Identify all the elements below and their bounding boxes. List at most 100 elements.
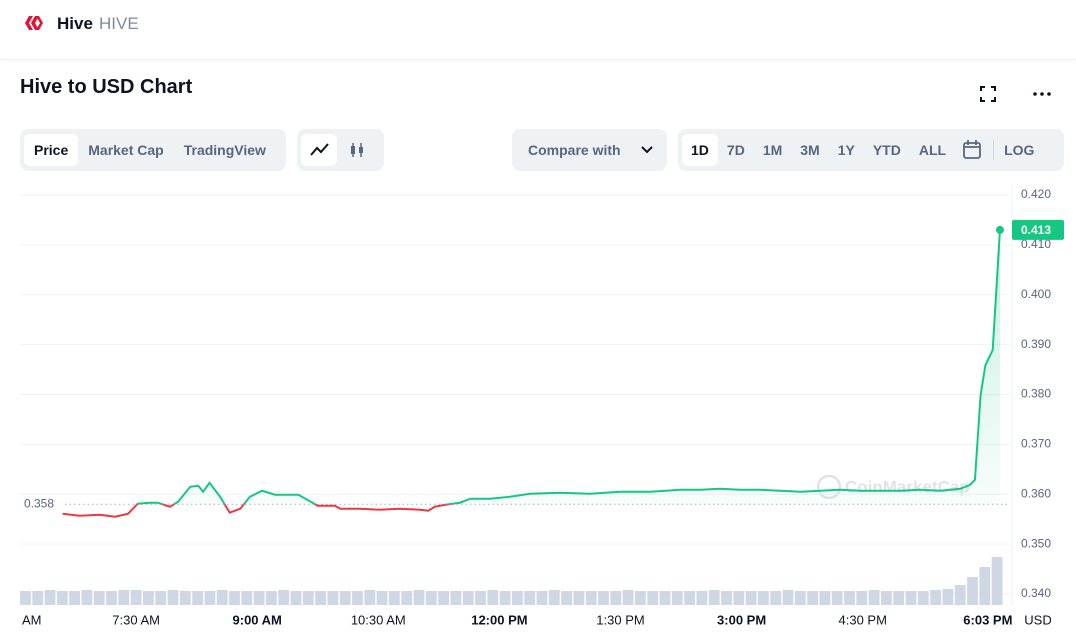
x-tick-label: 3:00 PM: [717, 612, 766, 627]
volume-bar: [290, 591, 302, 605]
volume-bar: [930, 590, 941, 605]
x-tick-label: 4:30 PM: [839, 612, 887, 627]
volume-bar: [106, 591, 117, 605]
volume-bar: [450, 591, 462, 605]
volume-bar: [708, 590, 720, 605]
view-tab[interactable]: Price: [24, 134, 79, 166]
y-tick-label: 0.420: [1021, 187, 1051, 201]
compare-label: Compare with: [528, 142, 621, 158]
volume-bar: [696, 591, 708, 605]
volume-bar: [266, 591, 277, 605]
x-tick-label: 10:30 AM: [351, 612, 406, 627]
volume-bar: [339, 591, 351, 605]
volume-bar: [881, 591, 892, 605]
volume-bar: [893, 591, 905, 605]
volume-bar: [610, 591, 622, 605]
volume-bar: [745, 591, 757, 605]
volume-bar: [635, 591, 646, 605]
range-tab[interactable]: 1D: [682, 134, 718, 166]
volume-bar: [807, 591, 818, 605]
volume-bar: [130, 590, 142, 605]
y-tick-label: 0.390: [1021, 337, 1051, 351]
x-tick-label: 7:30 AM: [112, 612, 160, 627]
volume-bar: [81, 590, 93, 605]
volume-bar: [302, 591, 314, 605]
volume-bar: [954, 585, 966, 605]
range-tab[interactable]: 7D: [726, 142, 745, 158]
volume-bar: [389, 591, 400, 605]
price-line-up: [135, 229, 1001, 505]
candle-style-button[interactable]: [337, 134, 377, 166]
reference-label-bg: [20, 495, 62, 512]
y-tick-label: 0.350: [1021, 536, 1051, 550]
compare-dropdown[interactable]: Compare with: [512, 129, 667, 171]
volume-bar: [376, 591, 388, 605]
range-tab[interactable]: ALL: [918, 142, 947, 158]
price-tag: [1012, 219, 1064, 240]
coin-symbol: HIVE: [99, 14, 139, 33]
x-tick-label: 9:00 AM: [233, 612, 282, 627]
chevron: [641, 146, 653, 154]
y-tick-label: 0.410: [1021, 237, 1051, 251]
volume-bar: [118, 590, 130, 605]
view-tabs: Price Market Cap TradingView: [20, 129, 286, 171]
volume-bar: [401, 591, 413, 605]
volume-bar: [179, 591, 191, 605]
view-tab[interactable]: TradingView: [183, 142, 266, 158]
logo: [25, 16, 43, 30]
volume-bar: [56, 591, 68, 605]
reference-label: 0.358: [24, 496, 54, 510]
volume-bar: [155, 591, 167, 605]
volume-bar: [917, 591, 929, 605]
x-tick-label: 12:00 PM: [471, 612, 527, 627]
volume-bar: [487, 590, 499, 605]
volume-bar: [512, 591, 523, 605]
range-tab[interactable]: 1Y: [837, 142, 855, 158]
volume-bar: [438, 591, 449, 605]
line-style-button[interactable]: [301, 134, 337, 166]
volume-bar: [352, 591, 363, 605]
calendar-button[interactable]: [955, 134, 989, 166]
view-tab[interactable]: Market Cap: [88, 142, 164, 158]
volume-bar: [794, 591, 806, 605]
more-button[interactable]: [1032, 88, 1052, 100]
volume-bar: [573, 591, 585, 605]
volume-bar: [856, 591, 868, 605]
volume-bar: [204, 591, 216, 605]
volume-bar: [241, 591, 253, 605]
volume-bar: [942, 589, 954, 605]
volume-bar: [819, 591, 831, 605]
volume-bar: [585, 591, 597, 605]
volume-bar: [844, 591, 855, 605]
volume-bar: [905, 591, 917, 605]
volume-bar: [167, 590, 179, 605]
volume-bar: [524, 591, 536, 605]
y-tick-label: 0.380: [1021, 387, 1051, 401]
volume-bar: [278, 590, 290, 605]
volume-bar: [647, 591, 659, 605]
volume-bar: [548, 590, 560, 605]
volume-bar: [216, 590, 228, 605]
volume-bar: [659, 591, 671, 605]
volume-bar: [32, 591, 44, 605]
volume-bar: [425, 591, 437, 605]
volume-bar: [44, 590, 56, 605]
coin-name: Hive: [57, 14, 93, 33]
log-button[interactable]: LOG: [1004, 142, 1035, 158]
range-tab[interactable]: 1M: [762, 142, 783, 158]
y-tick-label: 0.340: [1021, 586, 1051, 600]
last-point: [995, 225, 1004, 234]
range-tab[interactable]: YTD: [872, 142, 901, 158]
volume-bar: [671, 591, 683, 605]
volume-bar: [782, 590, 794, 605]
x-tick-label: 1:30 PM: [596, 612, 644, 627]
y-tick-label: 0.360: [1021, 486, 1051, 500]
fullscreen-button[interactable]: [979, 85, 997, 103]
range-tab[interactable]: 3M: [800, 142, 820, 158]
volume-bar: [979, 567, 991, 605]
volume-bar: [93, 591, 105, 605]
y-tick-label: 0.400: [1021, 287, 1051, 301]
range-tabs: 1D 7D 1M 3M 1Y YTD ALL LOG: [678, 129, 1064, 171]
volume-bar: [192, 591, 203, 605]
volume-bar: [327, 591, 339, 605]
